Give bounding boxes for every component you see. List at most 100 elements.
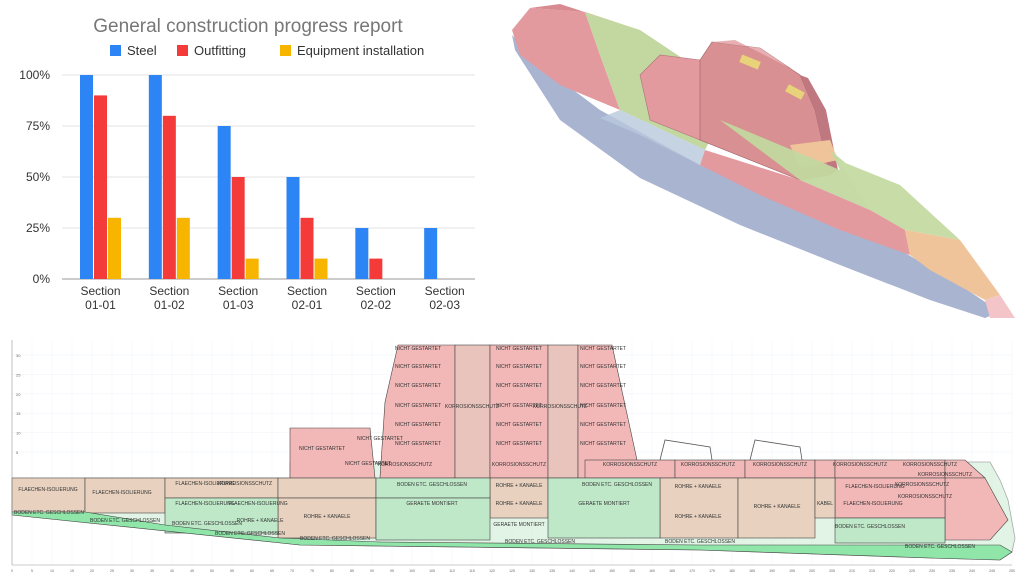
x-tick-label: Section (287, 284, 327, 298)
plan-x-tick: 125 (509, 569, 515, 573)
plan-x-tick: 205 (829, 569, 835, 573)
plan-x-tick: 55 (230, 569, 234, 573)
plan-x-tick: 195 (789, 569, 795, 573)
label-floor-closed: BODEN ETC. GESCHLOSSEN (300, 536, 370, 542)
label-not-started: NICHT GESTARTET (496, 383, 542, 389)
label-pipes-ducts: ROHRE + KANAELE (754, 504, 801, 510)
x-tick-label: Section (425, 284, 465, 298)
plan-x-tick: 45 (190, 569, 194, 573)
label-floor-closed: BODEN ETC. GESCHLOSSEN (172, 521, 242, 527)
bar (300, 217, 314, 279)
plan-x-tick: 105 (429, 569, 435, 573)
label-equipment-mounted: GERAETE MONTIERT (406, 501, 457, 507)
progress-chart: General construction progress report Ste… (19, 16, 475, 312)
label-corrosion: KORROSIONSSCHUTZ (492, 462, 546, 468)
chart-gridlines (62, 74, 475, 280)
plan-x-tick: 15 (70, 569, 74, 573)
label-not-started: NICHT GESTARTET (395, 346, 441, 352)
bar (424, 228, 438, 279)
plan-x-tick: 35 (150, 569, 154, 573)
plan-x-tick: 120 (489, 569, 495, 573)
label-corrosion: KORROSIONSSCHUTZ (603, 462, 657, 468)
equipment-hatch-2 (785, 84, 805, 100)
plan-y-tick: 20 (16, 392, 21, 397)
label-not-started: NICHT GESTARTET (580, 441, 626, 447)
label-not-started: NICHT GESTARTET (496, 403, 542, 409)
bar (108, 217, 121, 279)
label-equipment-mounted: GERAETE MONTIERT (578, 501, 629, 507)
plan-x-tick: 85 (350, 569, 354, 573)
plan-x-tick: 225 (909, 569, 915, 573)
plan-x-tick: 65 (270, 569, 274, 573)
bar (176, 217, 190, 279)
plan-x-tick: 50 (210, 569, 214, 573)
label-corrosion: KORROSIONSSCHUTZ (898, 494, 952, 500)
plan-x-tick: 155 (629, 569, 635, 573)
plan-x-tick: 60 (250, 569, 254, 573)
plan-x-tick: 170 (689, 569, 695, 573)
label-not-started: NICHT GESTARTET (580, 422, 626, 428)
label-corrosion: KORROSIONSSCHUTZ (681, 462, 735, 468)
plan-y-tick: 30 (16, 353, 21, 358)
plan-x-tick: 220 (889, 569, 895, 573)
bar (80, 75, 93, 279)
label-pipes-ducts: ROHRE + KANAELE (675, 484, 722, 490)
plan-x-tick: 160 (649, 569, 655, 573)
plan-y-tick: 5 (16, 450, 19, 455)
label-not-started: NICHT GESTARTET (496, 364, 542, 370)
label-corrosion: KORROSIONSSCHUTZ (903, 462, 957, 468)
label-floor-closed: BODEN ETC. GESCHLOSSEN (90, 518, 160, 524)
bar (369, 258, 383, 279)
label-pipes-ducts: ROHRE + KANAELE (496, 483, 543, 489)
hull-underside (512, 35, 1000, 318)
plan-x-tick: 235 (949, 569, 955, 573)
label-cable: KABEL (817, 501, 833, 507)
label-floor-closed: BODEN ETC. GESCHLOSSEN (215, 531, 285, 537)
construction-plan-panel: NICHT GESTARTET NICHT GESTARTET NICHT GEST… (0, 318, 1024, 576)
label-not-started: NICHT GESTARTET (395, 422, 441, 428)
legend-label: Outfitting (194, 43, 246, 58)
label-floor-closed: BODEN ETC. GESCHLOSSEN (905, 544, 975, 550)
label-not-started: NICHT GESTARTET (299, 446, 345, 452)
bar (245, 258, 259, 279)
bar (148, 75, 162, 279)
plan-x-tick: 165 (669, 569, 675, 573)
bar (231, 177, 245, 279)
label-pipes-ducts: ROHRE + KANAELE (237, 518, 284, 524)
label-not-started: NICHT GESTARTET (395, 364, 441, 370)
bar (94, 95, 107, 280)
x-tick-label: Section (218, 284, 258, 298)
label-floor-closed: BODEN ETC. GESCHLOSSEN (835, 524, 905, 530)
label-pipes-ducts: ROHRE + KANAELE (496, 501, 543, 507)
y-tick-label: 0% (33, 272, 51, 286)
plan-x-tick: 90 (370, 569, 374, 573)
label-insulation: FLAECHEN-ISOLIERUNG (92, 490, 151, 496)
progress-chart-panel: General construction progress report Ste… (0, 0, 505, 318)
plan-x-tick: 240 (969, 569, 975, 573)
plan-x-tick: 145 (589, 569, 595, 573)
plan-x-tick: 115 (469, 569, 475, 573)
plan-x-tick: 140 (569, 569, 575, 573)
label-corrosion: KORROSIONSSCHUTZ (895, 482, 949, 488)
plan-block-labels: NICHT GESTARTET NICHT GESTARTET NICHT GEST… (14, 346, 975, 550)
plan-axis-ticks: 0 5 10 15 20 25 30 35 40 45 50 55 60 65 70 75 80 85 90 95 10… (11, 353, 1015, 573)
hull-deck-aft (530, 4, 640, 30)
x-tick-label: 01-02 (154, 298, 185, 312)
x-tick-label: 01-03 (223, 298, 254, 312)
label-not-started: NICHT GESTARTET (357, 436, 403, 442)
label-insulation: FLAECHEN-ISOLIERUNG (843, 501, 902, 507)
plan-x-tick: 215 (869, 569, 875, 573)
plan-y-tick: 10 (16, 431, 21, 436)
hull-forward-red (700, 150, 910, 255)
y-tick-label: 75% (26, 119, 50, 133)
hull-bow-tip (985, 295, 1015, 318)
plan-x-tick: 100 (409, 569, 415, 573)
label-not-started: NICHT GESTARTET (345, 461, 391, 467)
plan-x-tick: 95 (390, 569, 394, 573)
label-insulation: FLAECHEN-ISOLIERUNG (228, 501, 287, 507)
label-not-started: NICHT GESTARTET (580, 364, 626, 370)
plan-x-tick: 25 (110, 569, 114, 573)
blocks-completed (11, 477, 1013, 561)
chart-legend: Steel Outfitting Equipment installation (110, 43, 424, 58)
hull-lower-stripe (600, 110, 705, 165)
